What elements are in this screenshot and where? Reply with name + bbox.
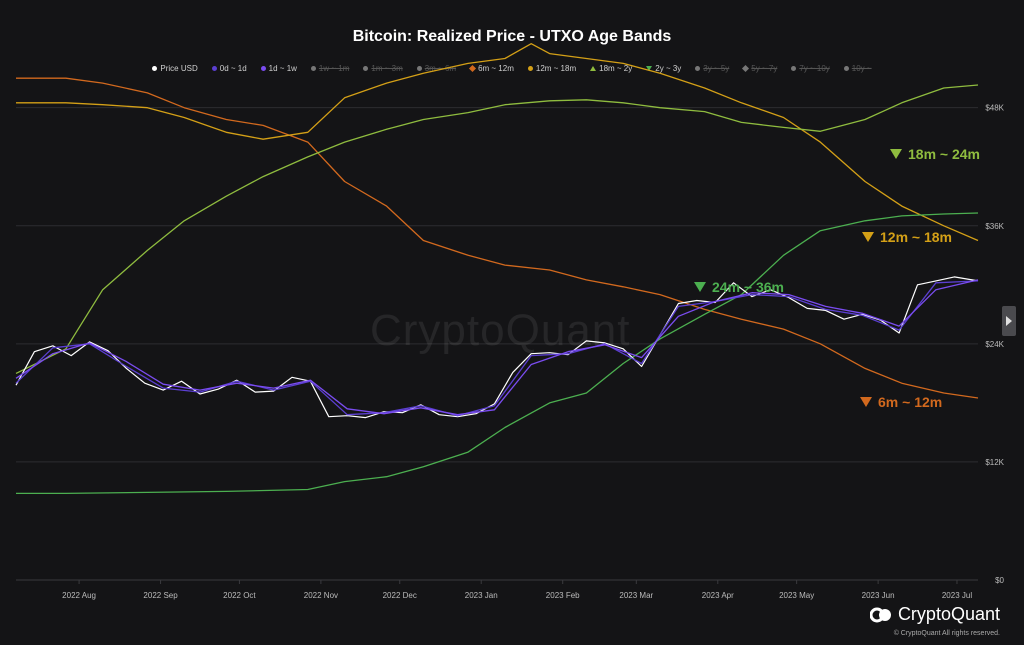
legend-marker-icon [527, 66, 533, 71]
brand-name: CryptoQuant [897, 604, 1000, 624]
legend-marker-icon [695, 66, 701, 71]
x-tick-label: 2022 Dec [383, 591, 417, 600]
legend-item[interactable]: 10y ~ [843, 64, 872, 73]
legend-marker-icon [646, 66, 653, 71]
legend-label: 6m ~ 12m [478, 64, 514, 73]
x-tick-label: 2023 Mar [619, 591, 653, 600]
legend-label: 2y ~ 3y [655, 64, 682, 73]
legend-item[interactable]: 5y ~ 7y [742, 64, 778, 73]
legend-item[interactable]: 3m ~ 6m [416, 64, 457, 73]
series-line-0d-1d [15, 280, 979, 417]
brand-logo: CryptoQuant [869, 604, 1000, 625]
triangle-down-icon [890, 149, 902, 159]
legend-label: 1d ~ 1w [268, 64, 297, 73]
legend-marker-icon [843, 66, 849, 71]
annotation-label: 24m ~ 36m [694, 279, 784, 295]
legend-marker-icon [416, 66, 422, 71]
x-tick-label: 2023 Jan [465, 591, 498, 600]
legend-item[interactable]: 12m ~ 18m [527, 64, 577, 73]
triangle-down-icon [694, 282, 706, 292]
next-chart-button[interactable] [1002, 306, 1016, 336]
annotation-text: 6m ~ 12m [878, 394, 943, 410]
series-line-price-usd [15, 276, 979, 419]
y-tick-label: $24K [985, 340, 1004, 349]
annotation-label: 12m ~ 18m [862, 229, 952, 245]
series-line-1d-1w [15, 279, 979, 416]
y-tick-label: $12K [985, 458, 1004, 467]
cryptoquant-logo-icon [869, 607, 892, 623]
legend-item[interactable]: 7y ~ 10y [791, 64, 830, 73]
legend-marker-icon [310, 66, 316, 71]
series-line-12m-18m [16, 43, 979, 242]
annotation-text: 24m ~ 36m [712, 279, 784, 295]
legend-label: 3m ~ 6m [424, 64, 457, 73]
annotation-text: 18m ~ 24m [908, 146, 980, 162]
annotation-text: 12m ~ 18m [880, 229, 952, 245]
legend-item[interactable]: Price USD [152, 64, 198, 73]
x-tick-label: 2022 Sep [143, 591, 178, 600]
legend-label: 1w ~ 1m [318, 64, 350, 73]
legend-item[interactable]: 2y ~ 3y [646, 64, 681, 73]
series-line-6m-12m [16, 77, 979, 399]
legend-marker-icon [363, 66, 369, 71]
legend-item[interactable]: 1m ~ 3m [363, 64, 403, 73]
x-tick-label: 2022 Aug [62, 591, 96, 600]
legend-label: 3y ~ 5y [703, 64, 730, 73]
legend-label: 1m ~ 3m [371, 64, 403, 73]
watermark: CryptoQuant [370, 306, 631, 355]
legend-label: 5y ~ 7y [751, 64, 778, 73]
x-tick-label: 2023 Feb [546, 591, 580, 600]
annotation-label: 6m ~ 12m [860, 394, 942, 410]
annotation-label: 18m ~ 24m [890, 146, 980, 162]
legend-item[interactable]: 3y ~ 5y [695, 64, 729, 73]
x-tick-label: 2023 May [779, 591, 814, 600]
legend-item[interactable]: 18m ~ 2y [590, 64, 632, 73]
legend-marker-icon [152, 66, 158, 71]
legend-label: 12m ~ 18m [535, 64, 577, 73]
y-tick-label: $48K [985, 104, 1004, 113]
y-tick-label: $0 [995, 576, 1004, 585]
x-tick-label: 2022 Nov [304, 591, 338, 600]
legend-label: 0d ~ 1d [219, 64, 247, 73]
series-line-18m-2y [15, 84, 979, 374]
y-tick-label: $36K [985, 222, 1004, 231]
chevron-right-icon [1006, 316, 1012, 326]
legend-item[interactable]: 1d ~ 1w [260, 64, 297, 73]
x-tick-label: 2023 Jun [862, 591, 895, 600]
legend-marker-icon [590, 66, 597, 71]
triangle-down-icon [860, 397, 872, 407]
legend-marker-icon [211, 66, 217, 71]
x-tick-label: 2022 Oct [223, 591, 256, 600]
triangle-down-icon [862, 232, 874, 242]
series-line-2y-3y [16, 212, 979, 495]
legend-label: 10y ~ [851, 64, 872, 73]
chart-title: Bitcoin: Realized Price - UTXO Age Bands [352, 28, 672, 45]
legend-marker-icon [260, 66, 266, 71]
legend-label: Price USD [160, 64, 198, 73]
x-tick-label: 2023 Apr [702, 591, 734, 600]
legend-marker-icon [791, 66, 797, 71]
legend: Price USD 0d ~ 1d 1d ~ 1w 1w ~ 1m 1m ~ 3m 3m … [0, 64, 1024, 73]
legend-item[interactable]: 6m ~ 12m [469, 64, 514, 73]
copyright-text: © CryptoQuant All rights reserved. [893, 630, 1000, 637]
legend-item[interactable]: 0d ~ 1d [211, 64, 247, 73]
legend-label: 18m ~ 2y [599, 64, 633, 73]
x-tick-label: 2023 Jul [942, 591, 972, 600]
legend-label: 7y ~ 10y [799, 64, 830, 73]
legend-item[interactable]: 1w ~ 1m [310, 64, 350, 73]
